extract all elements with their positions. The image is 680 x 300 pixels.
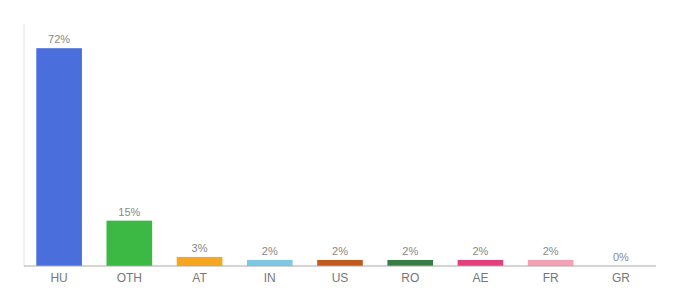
data-label: 0% [613,251,629,263]
y-axis-line [24,24,25,266]
x-axis-line [24,266,656,267]
bars [36,48,573,266]
bar [458,260,504,266]
data-labels: 72% 15% 3% 2% 2% 2% 2% 2% 0% [48,33,629,263]
data-label: 15% [118,206,140,218]
data-label: 72% [48,33,70,45]
x-tick-label: GR [612,271,630,285]
chart-container: HU OTH AT IN US RO AE FR GR 72% 15% 3% 2% 2% 2% 2% 2% 0% [0,0,680,300]
chart-svg: HU OTH AT IN US RO AE FR GR 72% 15% 3% 2% 2% 2% 2% 2% 0% [0,0,680,300]
bar [177,257,223,266]
x-tick-label: AE [472,271,488,285]
data-label: 2% [543,245,559,257]
data-label: 3% [192,242,208,254]
x-tick-label: HU [50,271,67,285]
x-tick-labels: HU OTH AT IN US RO AE FR GR [50,271,630,285]
bar [107,221,153,266]
x-tick-label: IN [264,271,276,285]
x-tick-label: OTH [117,271,142,285]
x-tick-label: RO [401,271,419,285]
bar [387,260,433,266]
data-label: 2% [472,245,488,257]
bar [36,48,82,266]
x-tick-label: FR [543,271,559,285]
x-tick-label: AT [192,271,207,285]
data-label: 2% [332,245,348,257]
data-label: 2% [402,245,418,257]
data-label: 2% [262,245,278,257]
x-tick-label: US [332,271,349,285]
bar [317,260,363,266]
bar [247,260,293,266]
bar [528,260,574,266]
